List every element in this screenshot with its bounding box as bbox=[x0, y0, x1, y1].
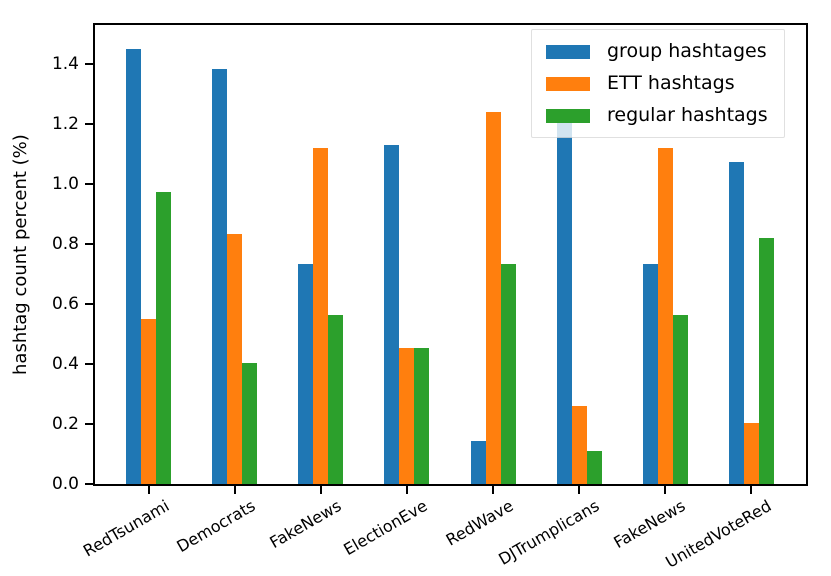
x-tick-mark bbox=[750, 486, 753, 494]
bar-series0-redwave bbox=[470, 440, 486, 484]
y-tick-mark bbox=[85, 363, 93, 365]
bar-series0-fakenews bbox=[298, 263, 314, 484]
bar-series1-djtrumplicans bbox=[571, 406, 587, 484]
y-tick-mark bbox=[85, 63, 93, 65]
x-tick-label: ElectionEve bbox=[340, 496, 431, 560]
legend-swatch bbox=[546, 76, 590, 91]
y-tick-label: 0.4 bbox=[51, 354, 79, 374]
bar-series1-redwave bbox=[485, 112, 501, 484]
bar-series0-unitedvotered bbox=[728, 161, 744, 484]
legend-label: regular hashtags bbox=[607, 104, 768, 126]
bar-series2-fakenews bbox=[672, 314, 688, 484]
bar-series2-unitedvotered bbox=[758, 238, 774, 484]
x-tick-mark bbox=[578, 486, 581, 494]
x-tick-mark bbox=[405, 486, 408, 494]
bar-series2-fakenews bbox=[328, 314, 344, 484]
x-tick-mark bbox=[233, 486, 236, 494]
y-tick-mark bbox=[85, 183, 93, 185]
legend-item-regular-hashtags: regular hashtags bbox=[546, 105, 768, 126]
bar-series0-electioneve bbox=[384, 145, 400, 484]
x-tick-label: RedWave bbox=[442, 496, 517, 550]
y-tick-mark bbox=[85, 243, 93, 245]
legend-label: group hashtages bbox=[607, 40, 767, 62]
bar-series1-unitedvotered bbox=[743, 422, 759, 484]
y-tick-label: 0.6 bbox=[51, 294, 79, 314]
bar-series1-fakenews bbox=[657, 148, 673, 484]
y-tick-label: 1.4 bbox=[51, 54, 79, 74]
y-tick-mark bbox=[85, 303, 93, 305]
legend-swatch bbox=[546, 44, 590, 59]
bar-series0-djtrumplicans bbox=[556, 122, 572, 484]
y-tick-mark bbox=[85, 483, 93, 485]
y-tick-label: 0.2 bbox=[51, 414, 79, 434]
legend-label: ETT hashtags bbox=[607, 72, 735, 94]
x-tick-mark bbox=[319, 486, 322, 494]
y-tick-label: 1.0 bbox=[51, 174, 79, 194]
bar-series2-redtsunami bbox=[156, 191, 172, 484]
legend-item-ett-hashtags: ETT hashtags bbox=[546, 73, 768, 94]
legend-swatch bbox=[546, 108, 590, 123]
bar-series2-djtrumplicans bbox=[586, 451, 602, 484]
y-tick-mark bbox=[85, 423, 93, 425]
bar-series2-democrats bbox=[242, 362, 258, 484]
x-tick-label: FakeNews bbox=[610, 496, 689, 553]
x-tick-mark bbox=[664, 486, 667, 494]
y-tick-label: 1.2 bbox=[51, 114, 79, 134]
y-tick-mark bbox=[85, 123, 93, 125]
x-tick-label: FakeNews bbox=[266, 496, 345, 553]
legend-item-group-hashtages: group hashtages bbox=[546, 41, 768, 62]
y-tick-label: 0.0 bbox=[51, 474, 79, 494]
bar-series2-electioneve bbox=[414, 347, 430, 484]
bar-series1-democrats bbox=[227, 233, 243, 484]
x-tick-label: Democrats bbox=[173, 496, 259, 557]
x-tick-mark bbox=[147, 486, 150, 494]
x-tick-mark bbox=[492, 486, 494, 494]
bar-series1-fakenews bbox=[313, 148, 329, 484]
bar-series0-redtsunami bbox=[126, 49, 142, 484]
bar-series1-redtsunami bbox=[141, 319, 157, 484]
legend: group hashtages ETT hashtags regular has… bbox=[531, 29, 785, 138]
bar-series0-democrats bbox=[212, 68, 228, 484]
x-tick-label: RedTsunami bbox=[79, 496, 173, 561]
bar-series0-fakenews bbox=[642, 263, 658, 484]
y-tick-label: 0.8 bbox=[51, 234, 79, 254]
bar-series2-redwave bbox=[500, 263, 516, 484]
bar-series1-electioneve bbox=[399, 347, 415, 484]
